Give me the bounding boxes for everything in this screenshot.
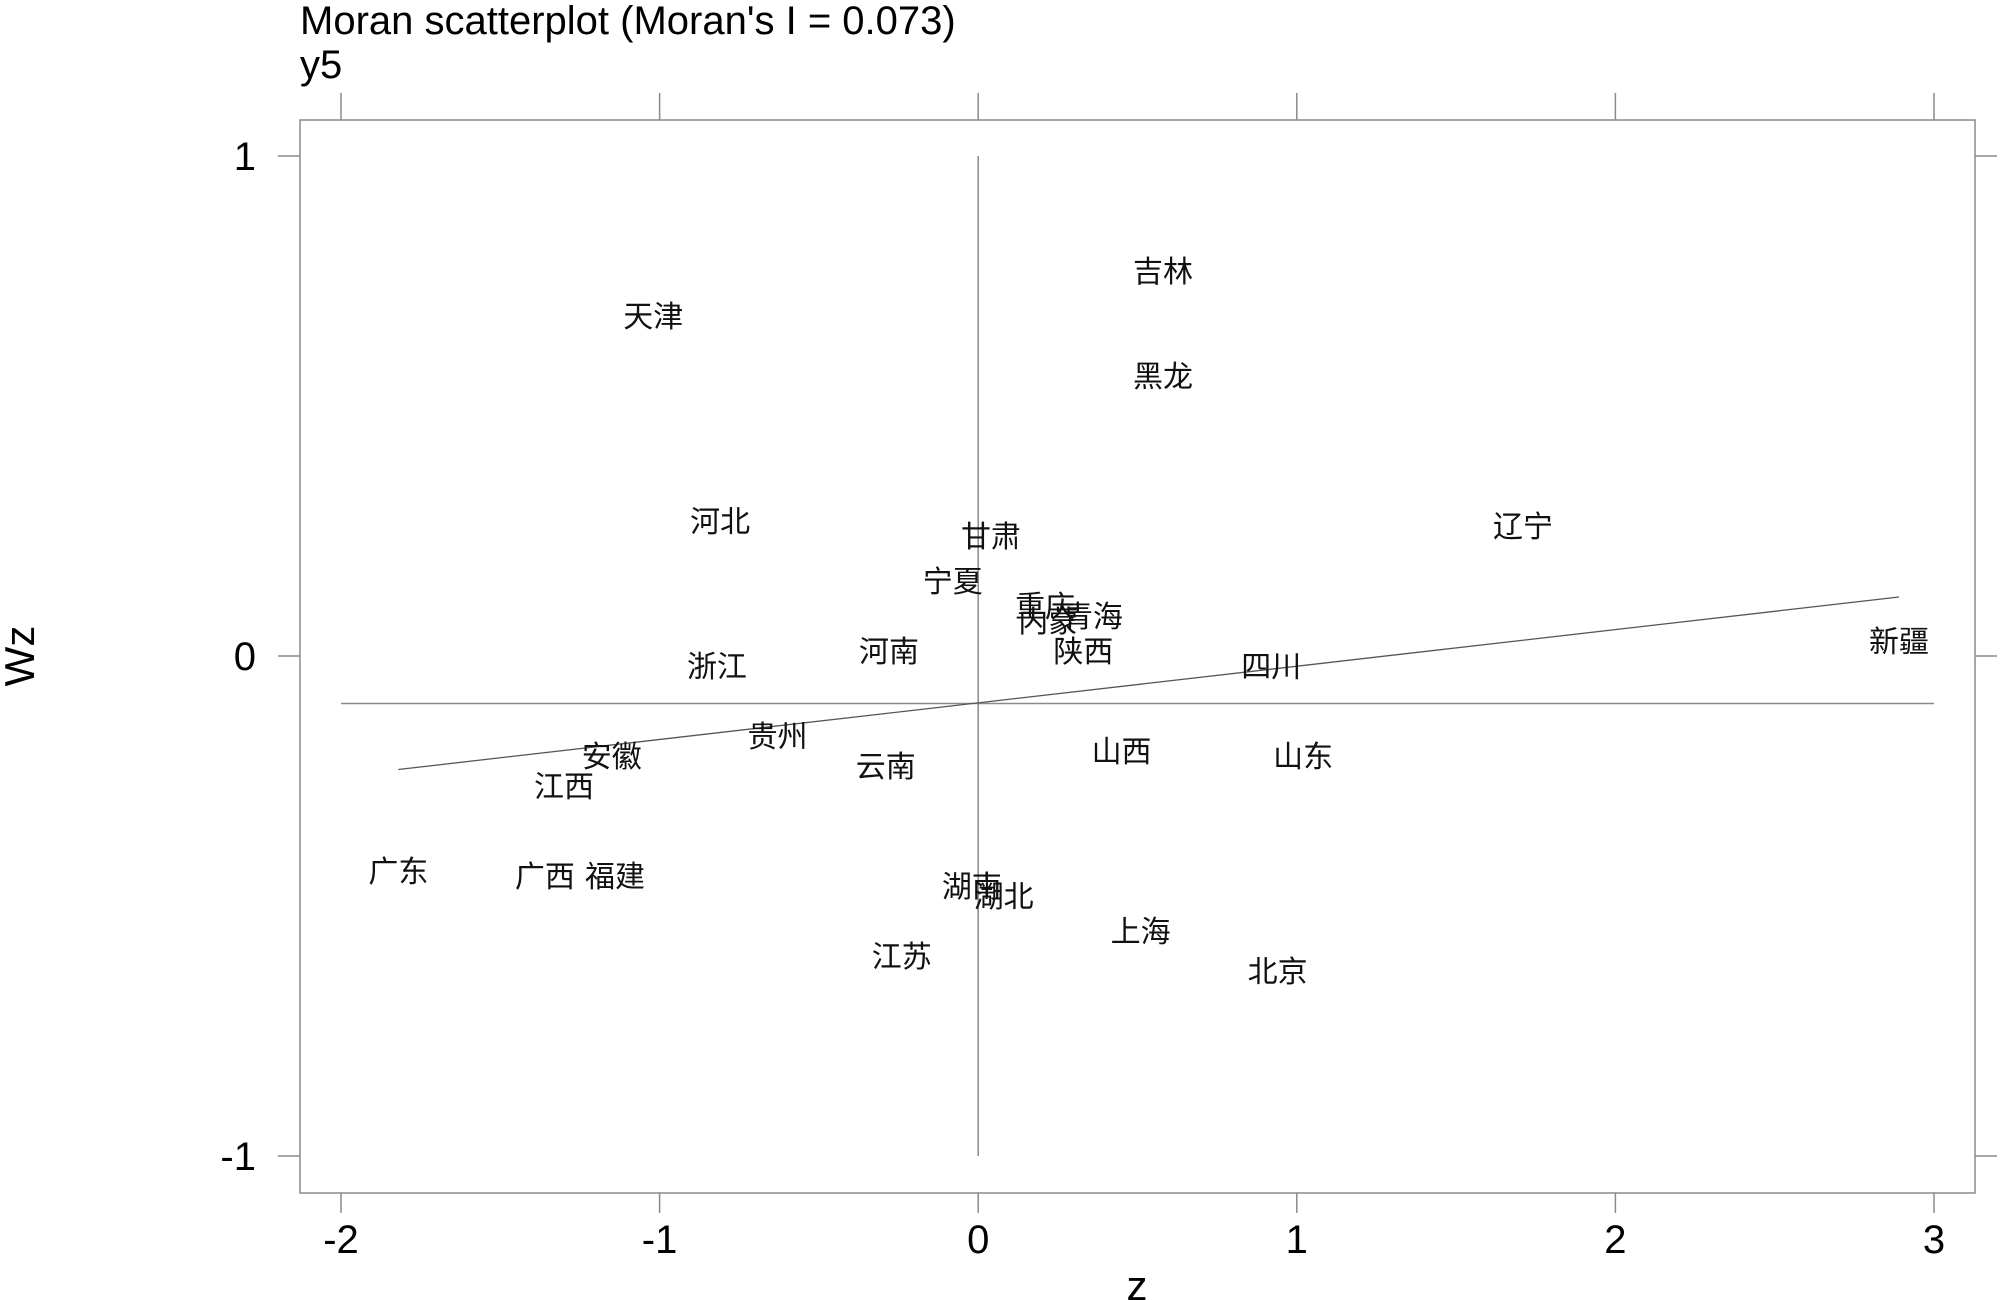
point-label: 山东 — [1273, 740, 1333, 775]
point-label: 重庆 — [1015, 590, 1075, 625]
point-label: 山西 — [1092, 735, 1152, 770]
point-label: 甘肃 — [961, 520, 1021, 555]
point-label: 河北 — [690, 505, 750, 540]
x-tick-label: -2 — [323, 1218, 359, 1262]
point-label: 新疆 — [1869, 625, 1929, 660]
axis-ticks — [278, 93, 1997, 1213]
x-tick-label: -1 — [642, 1218, 678, 1262]
point-label: 北京 — [1248, 955, 1308, 990]
fitted-regression-line — [398, 596, 1900, 771]
point-label: 辽宁 — [1493, 510, 1553, 545]
point-label: 云南 — [856, 750, 916, 785]
point-label: 江西 — [534, 770, 594, 805]
point-label: 福建 — [585, 860, 645, 895]
point-label: 江苏 — [872, 940, 932, 975]
y-tick-label: 1 — [234, 135, 256, 179]
y-axis-title: Wz — [0, 626, 43, 687]
point-label: 贵州 — [747, 720, 807, 755]
point-label: 河南 — [859, 635, 919, 670]
point-label: 内蒙 — [1018, 605, 1078, 640]
point-label: 陕西 — [1053, 635, 1113, 670]
axis-tick-labels: -2 -1 0 1 2 3 -1 0 1 — [220, 135, 1945, 1262]
point-label: 吉林 — [1133, 255, 1193, 290]
point-label: 黑龙 — [1133, 360, 1193, 395]
y-tick-label: 0 — [234, 635, 256, 679]
x-tick-label: 0 — [967, 1218, 989, 1262]
point-label: 广东 — [368, 855, 428, 890]
point-label: 湖北 — [974, 880, 1034, 915]
point-label: 青海 — [1063, 600, 1123, 635]
x-axis-title: z — [1127, 1262, 1148, 1300]
x-tick-label: 3 — [1923, 1218, 1945, 1262]
point-label: 浙江 — [687, 650, 747, 685]
point-label: 四川 — [1241, 650, 1301, 685]
x-tick-label: 1 — [1286, 1218, 1308, 1262]
point-label: 宁夏 — [923, 565, 983, 600]
point-label: 湖南 — [942, 870, 1002, 905]
point-label: 上海 — [1111, 915, 1171, 950]
reference-lines — [341, 156, 1934, 1156]
x-tick-label: 2 — [1604, 1218, 1626, 1262]
chart-title: Moran scatterplot (Moran's I = 0.073) — [300, 0, 956, 43]
point-label: 广西 — [515, 860, 575, 895]
chart-subtitle: y5 — [300, 43, 342, 87]
y-tick-label: -1 — [220, 1135, 256, 1179]
point-label: 天津 — [623, 300, 683, 335]
point-label: 安徽 — [582, 740, 642, 775]
